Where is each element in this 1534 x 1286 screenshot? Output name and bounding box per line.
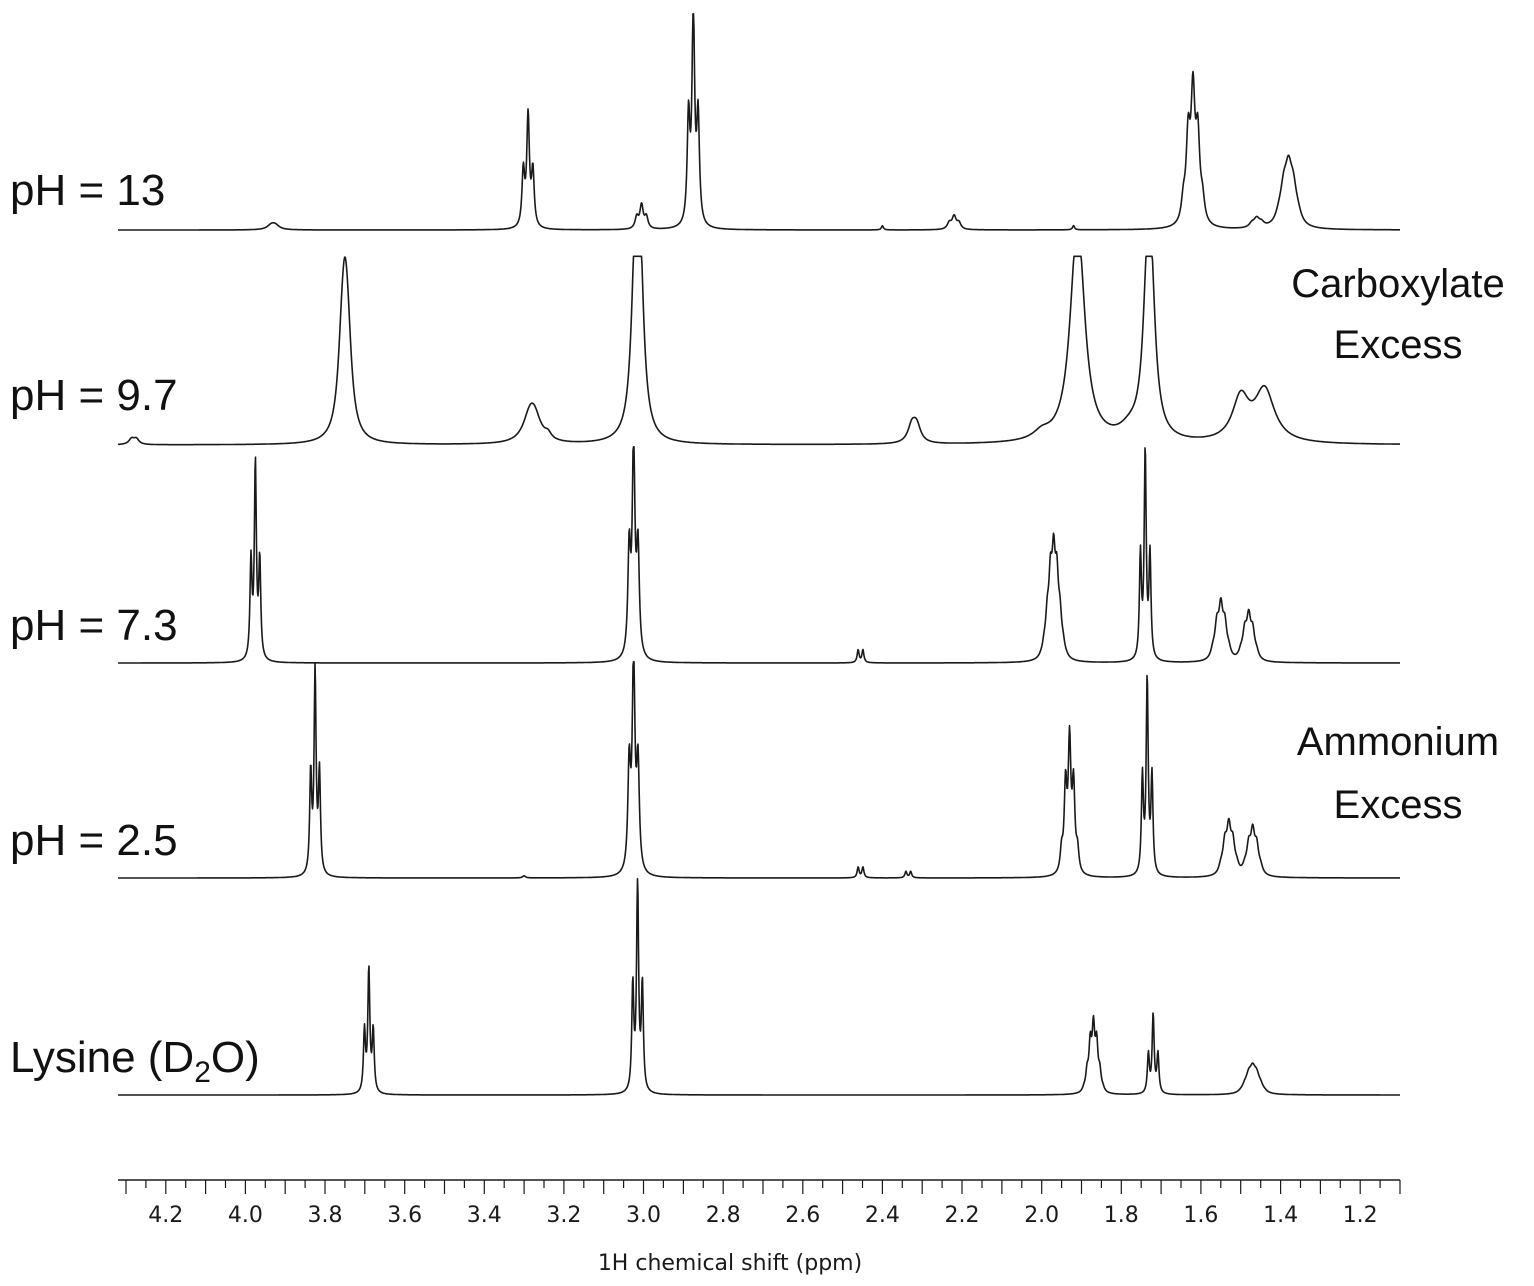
trace-label-ph7-3: pH = 7.3 — [10, 601, 178, 650]
x-tick-label: 3.0 — [626, 1203, 661, 1228]
annotation-carboxylate-line1: Carboxylate — [1291, 262, 1504, 306]
x-tick-label: 4.2 — [148, 1203, 183, 1228]
x-tick-label: 1.6 — [1183, 1203, 1218, 1228]
x-tick-label: 2.8 — [706, 1203, 741, 1228]
x-tick-label: 2.6 — [785, 1203, 820, 1228]
x-tick-label: 2.4 — [865, 1203, 900, 1228]
spectrum-trace-4 — [117, 661, 1401, 879]
spectrum-trace-1 — [117, 13, 1401, 231]
x-axis-title: 1H chemical shift (ppm) — [598, 1251, 862, 1276]
trace-label-ph9-7: pH = 9.7 — [10, 371, 178, 420]
x-tick-label: 3.2 — [546, 1203, 581, 1228]
trace-label-ph2-5: pH = 2.5 — [10, 816, 178, 865]
trace-label-lysine-d2o: Lysine (D2O) — [10, 1033, 260, 1089]
annotation-ammonium-line1: Ammonium — [1297, 720, 1499, 764]
annotation-ammonium-line2: Excess — [1334, 783, 1463, 827]
spectrum-traces — [117, 13, 1401, 1096]
x-tick-label: 4.0 — [228, 1203, 263, 1228]
spectrum-trace-3 — [117, 446, 1401, 664]
x-tick-label: 1.8 — [1104, 1203, 1139, 1228]
x-tick-label: 3.6 — [387, 1203, 422, 1228]
x-tick-label: 1.4 — [1263, 1203, 1298, 1228]
spectrum-trace-2 — [117, 255, 1401, 446]
spectrum-trace-5 — [117, 878, 1401, 1096]
x-tick-label: 3.8 — [308, 1203, 343, 1228]
x-tick-label: 1.2 — [1343, 1203, 1378, 1228]
x-tick-label: 3.4 — [467, 1203, 502, 1228]
annotation-carboxylate-line2: Excess — [1334, 323, 1463, 367]
x-tick-label: 2.0 — [1024, 1203, 1059, 1228]
x-axis-ticks: 4.2 4.0 3.8 3.6 3.4 3.2 3.0 2.8 2.6 2.4 2.2 2.0 1.8 1… — [125, 1180, 1401, 1228]
x-tick-label: 2.2 — [945, 1203, 980, 1228]
trace-label-ph13: pH = 13 — [10, 166, 165, 215]
